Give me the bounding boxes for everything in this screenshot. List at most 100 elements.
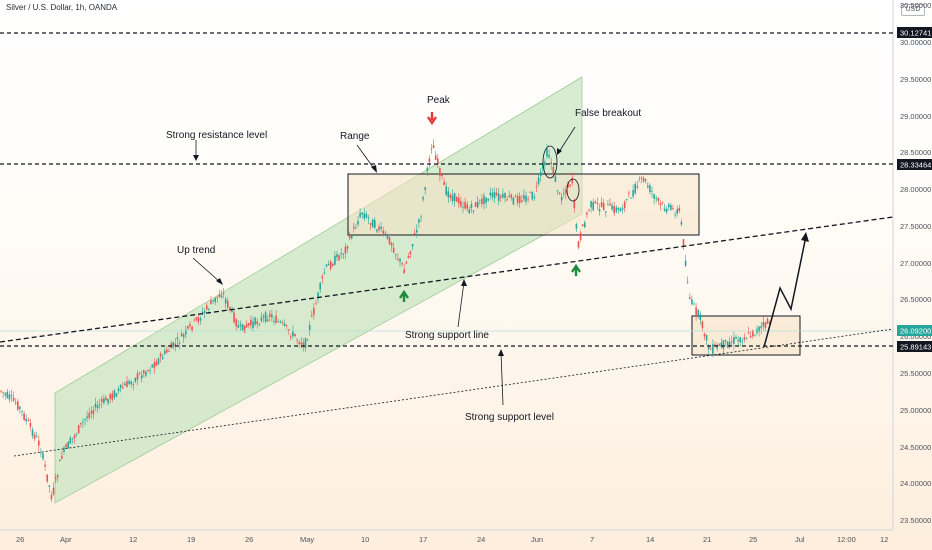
candle-body [724, 339, 727, 342]
candle-body [294, 333, 296, 337]
candle-body [626, 199, 628, 200]
candle-body [8, 394, 11, 400]
candle-body [592, 202, 594, 211]
candle-body [122, 387, 124, 389]
candle-body [476, 201, 479, 208]
candle-body [401, 263, 403, 265]
candle-body [665, 208, 668, 213]
support-level-pointer [500, 351, 504, 406]
range-pointer [356, 144, 376, 171]
candle-body [567, 182, 569, 188]
candle-body [61, 455, 63, 459]
candle-body [640, 177, 643, 179]
candle-body [689, 297, 691, 299]
price-tick: 26.00000 [900, 332, 931, 341]
candle-body [596, 203, 599, 205]
support-dotted-line[interactable] [13, 328, 894, 457]
candle-body [54, 477, 57, 480]
candle-body [302, 342, 305, 348]
candle-body [107, 398, 109, 404]
candle-body [42, 453, 44, 459]
candle-body [716, 344, 718, 349]
candle-body [138, 373, 141, 375]
price-axis[interactable]: 30.50000 30.00000 29.50000 29.00000 28.5… [900, 1, 931, 525]
candle-body [159, 353, 162, 357]
candle-body [495, 192, 498, 196]
candle-body [550, 162, 552, 165]
bounce-arrow-icon [399, 289, 409, 302]
candle-body [296, 339, 298, 341]
candle-body [21, 410, 23, 412]
price-tag-support-bg [897, 341, 932, 352]
candle-body [445, 186, 447, 195]
candle-body [258, 324, 261, 326]
candle-body [243, 325, 246, 333]
candle-body [556, 190, 559, 192]
candle-body [327, 264, 330, 266]
candle-body [126, 381, 128, 388]
candle-body [710, 348, 712, 350]
time-tick: Jul [795, 535, 805, 544]
candle-body [203, 311, 206, 313]
candle-body [670, 205, 672, 210]
candle-body [392, 247, 395, 253]
candle-body [647, 185, 649, 188]
candle-body [338, 255, 340, 261]
candle-body [96, 405, 99, 408]
candle-body [632, 190, 634, 197]
candle-body [277, 321, 279, 323]
candle-body [439, 168, 441, 176]
candle-body [634, 183, 636, 194]
currency-button[interactable]: USD [901, 4, 925, 16]
candle-body [353, 226, 355, 229]
candle-body [693, 303, 695, 305]
candle-body [134, 377, 137, 382]
candle-body [653, 194, 655, 199]
candle-body [52, 487, 55, 495]
annotation-range: Range [340, 131, 370, 142]
candle-body [714, 344, 716, 346]
candle-body [59, 459, 61, 462]
candle-body [403, 269, 405, 274]
candle-body [292, 331, 294, 336]
candle-body [428, 158, 431, 163]
uptrend-channel[interactable] [54, 76, 583, 504]
candle-body [527, 198, 529, 200]
candle-body [390, 243, 393, 246]
candle-body [229, 307, 231, 310]
candle-body [180, 333, 183, 337]
price-tick: 27.50000 [900, 222, 931, 231]
candle-body [235, 319, 237, 327]
candle-body [27, 420, 30, 421]
consolidation-box[interactable] [691, 315, 801, 356]
candle-body [348, 234, 351, 239]
candle-body [130, 381, 132, 385]
price-tag-current: 26.09200 [900, 327, 931, 336]
candle-body [493, 191, 496, 199]
candle-body [363, 213, 366, 219]
price-tick: 26.50000 [900, 295, 931, 304]
support-trend-line[interactable] [0, 216, 894, 343]
candle-body [416, 229, 418, 233]
candle-body [174, 343, 177, 347]
candle-body [14, 402, 17, 404]
candle-body [554, 176, 557, 183]
time-axis[interactable]: 26 Apr 12 19 26 May 10 17 24 Jun 7 14 21… [16, 535, 888, 544]
range-box[interactable] [347, 173, 700, 236]
false-breakout-pointer-head [557, 148, 562, 155]
candle-body [376, 229, 378, 232]
candle-body [701, 321, 704, 328]
candle-body [630, 197, 632, 199]
time-tick: 12 [129, 535, 137, 544]
candle-body [101, 398, 103, 403]
candle-body [502, 193, 504, 198]
candle-body [279, 321, 282, 323]
candle-body [544, 161, 546, 166]
candle-body [71, 438, 74, 439]
candle-body [500, 196, 502, 198]
candle-body [172, 342, 174, 348]
candle-body [752, 330, 754, 337]
candle-body [149, 370, 151, 372]
